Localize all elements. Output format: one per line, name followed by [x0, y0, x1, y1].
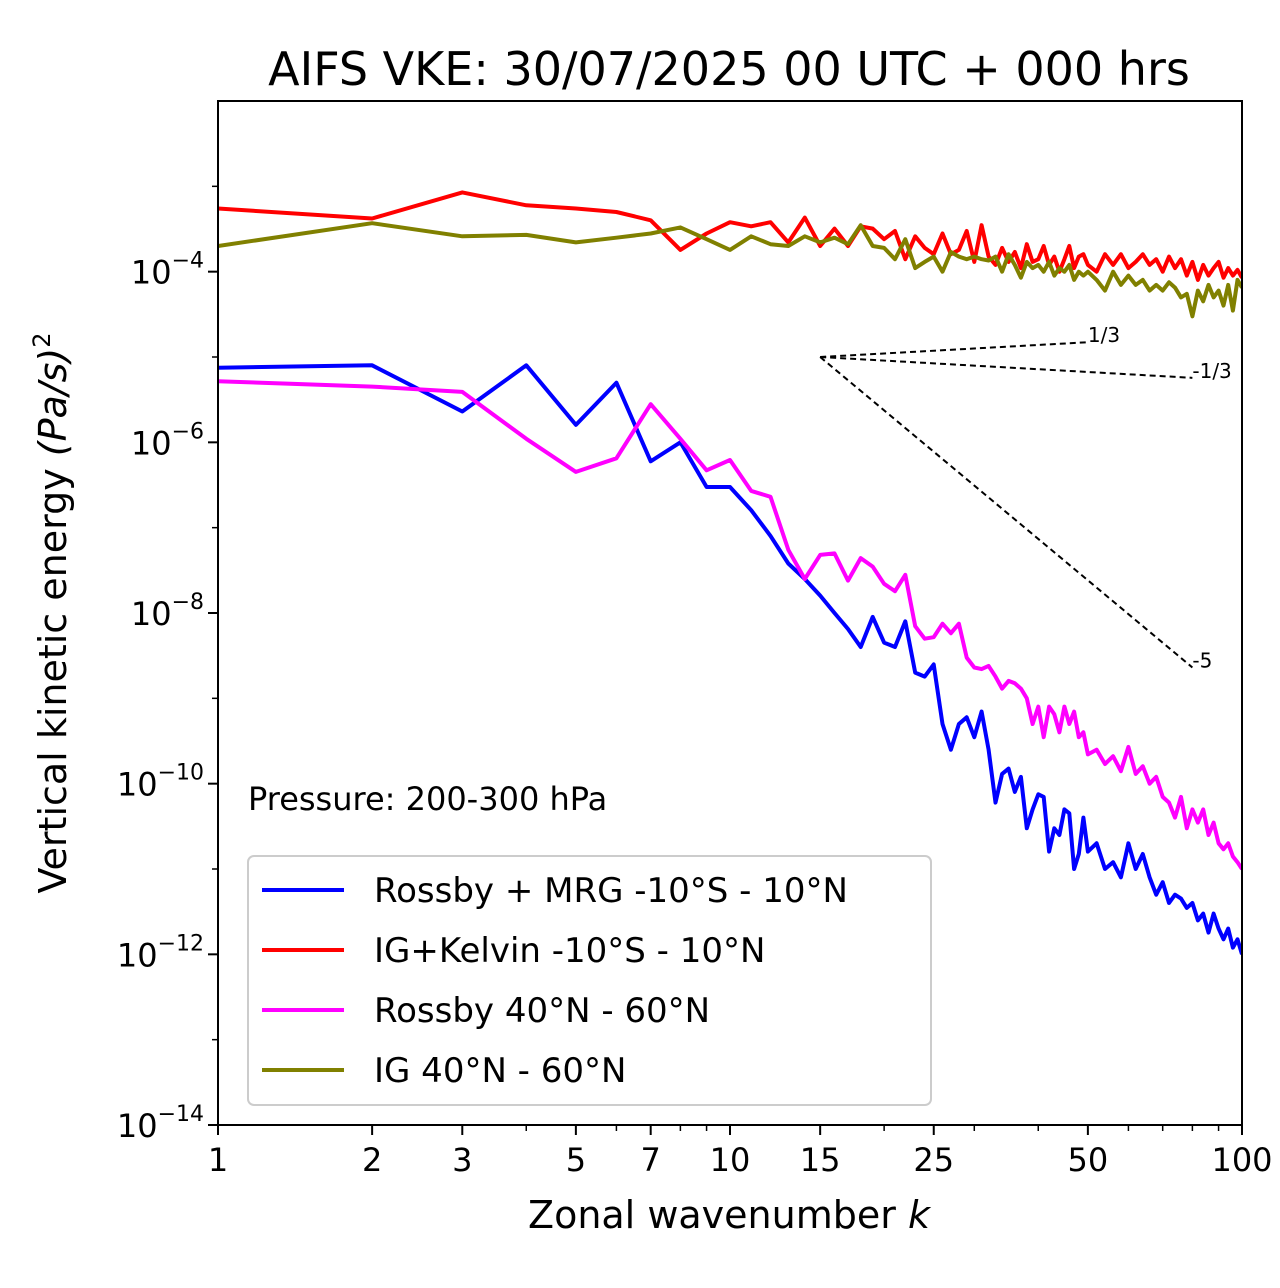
- slope-line-2: [819, 356, 1194, 669]
- slope-line-1: [820, 356, 1193, 379]
- y-axis-label: Vertical kinetic energy (Pa/s)2: [28, 332, 75, 893]
- reference-slopes: 1/3 -1/3 -5: [819, 323, 1232, 672]
- series-line-1: [218, 190, 1242, 282]
- y-axis-label-text: Vertical kinetic energy: [31, 468, 75, 893]
- legend-label-1: IG+Kelvin -10°S - 10°N: [374, 931, 765, 971]
- slope-label-1: -1/3: [1192, 359, 1231, 383]
- legend-box: [247, 855, 932, 1106]
- x-axis-label-var: k: [908, 1193, 932, 1237]
- x-tick-label-3: 5: [566, 1141, 586, 1179]
- x-tick-label-4: 7: [641, 1141, 661, 1179]
- y-tick-label-1: 10−12: [117, 931, 204, 974]
- y-axis-label-unit: (Pa/s): [31, 348, 75, 456]
- y-tick-label-5: 10−4: [131, 249, 204, 292]
- pressure-annotation: Pressure: 200-300 hPa: [248, 780, 607, 818]
- x-tick-label-9: 100: [1211, 1141, 1272, 1179]
- legend-label-0: Rossby + MRG -10°S - 10°N: [374, 871, 848, 911]
- x-tick-label-2: 3: [452, 1141, 472, 1179]
- legend: Rossby + MRG -10°S - 10°N IG+Kelvin -10°S…: [247, 855, 932, 1106]
- legend-items: Rossby + MRG -10°S - 10°N IG+Kelvin -10°S…: [262, 871, 848, 1091]
- x-tick-label-1: 2: [362, 1141, 382, 1179]
- x-axis-ticks: 1 2 3 5 7 10 15 25 50 100: [208, 1125, 1273, 1179]
- x-tick-label-8: 50: [1068, 1141, 1109, 1179]
- y-tick-label-0: 10−14: [117, 1102, 204, 1145]
- legend-label-3: IG 40°N - 60°N: [374, 1051, 626, 1091]
- chart-title: AIFS VKE: 30/07/2025 00 UTC + 000 hrs: [268, 42, 1190, 96]
- y-axis-ticks: 10−14 10−12 10−10 10−8 10−6 10−4: [117, 185, 218, 1145]
- x-tick-label-6: 15: [800, 1141, 841, 1179]
- x-axis-label-text: Zonal wavenumber: [528, 1193, 896, 1237]
- slope-label-0: 1/3: [1088, 323, 1120, 347]
- slope-label-2: -5: [1192, 648, 1212, 672]
- series-line-2: [218, 379, 1242, 871]
- legend-label-2: Rossby 40°N - 60°N: [374, 991, 710, 1031]
- y-tick-label-4: 10−6: [131, 419, 204, 462]
- series-layer: [218, 190, 1242, 955]
- x-tick-label-0: 1: [208, 1141, 228, 1179]
- y-axis-label-exp: 2: [28, 332, 56, 347]
- series-line-3: [218, 221, 1242, 319]
- slope-line-0: [820, 341, 1088, 358]
- x-tick-label-5: 10: [710, 1141, 751, 1179]
- series-line-0: [218, 363, 1242, 955]
- y-tick-label-2: 10−10: [117, 761, 204, 804]
- y-tick-label-3: 10−8: [131, 590, 204, 633]
- x-axis-label: Zonal wavenumber k: [528, 1193, 932, 1237]
- x-tick-label-7: 25: [913, 1141, 954, 1179]
